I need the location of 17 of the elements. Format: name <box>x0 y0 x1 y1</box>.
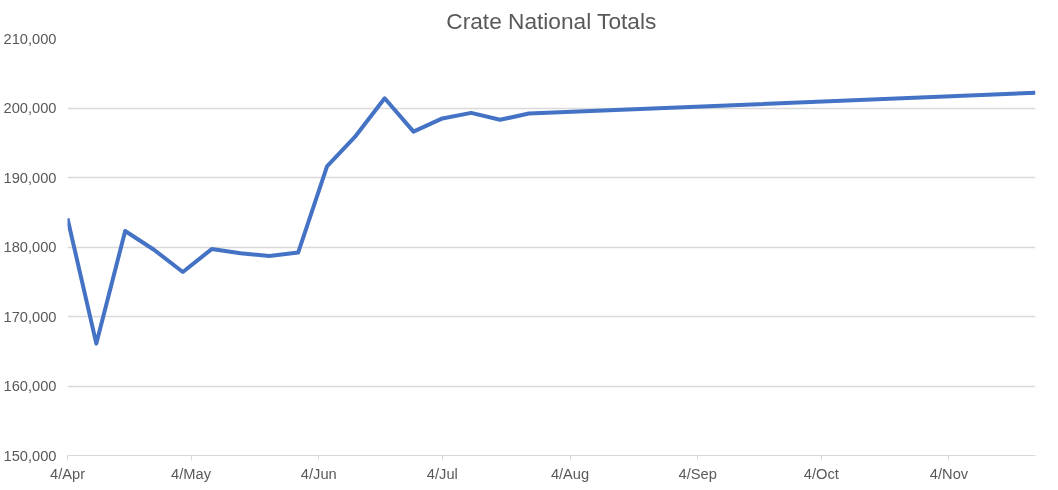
y-tick-label: 170,000 <box>3 308 57 325</box>
x-tick-label: 4/Aug <box>550 465 590 482</box>
x-tick-label: 4/Nov <box>929 465 969 482</box>
x-tick-label: 4/Jun <box>300 465 337 482</box>
y-tick-label: 200,000 <box>3 100 57 116</box>
y-tick-label: 210,000 <box>3 30 57 47</box>
y-tick-label: 150,000 <box>3 447 57 464</box>
x-tick-label: 4/Apr <box>49 465 86 482</box>
x-tick-label: 4/Oct <box>803 465 839 482</box>
y-tick-label: 180,000 <box>3 239 57 255</box>
y-tick-label: 160,000 <box>3 378 57 394</box>
x-tick-label: 4/Sep <box>678 465 717 482</box>
y-tick-label: 190,000 <box>3 169 57 186</box>
line-series <box>67 90 1036 346</box>
x-tick-label: 4/Jul <box>426 465 458 482</box>
chart-title: Crate National Totals <box>446 7 657 34</box>
x-tick-label: 4/May <box>171 465 212 482</box>
